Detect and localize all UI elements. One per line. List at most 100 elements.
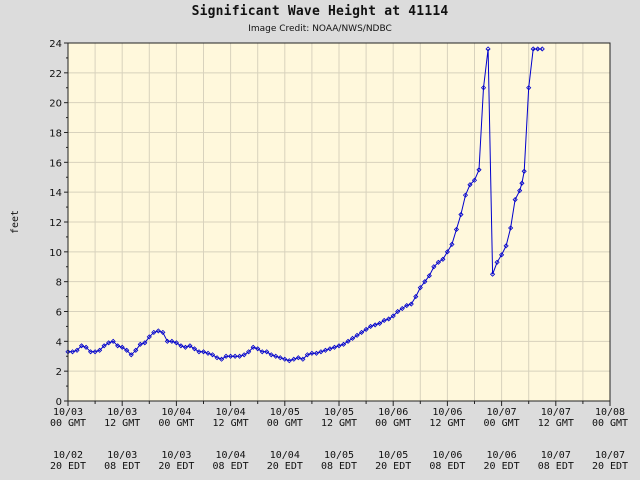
data-point <box>417 285 423 291</box>
data-point <box>413 294 419 300</box>
data-point <box>485 46 491 52</box>
data-point <box>422 279 428 285</box>
data-point <box>119 344 125 350</box>
data-point <box>106 340 112 346</box>
data-point <box>471 177 478 183</box>
data-point <box>182 344 188 350</box>
data-point <box>372 322 378 328</box>
x-tick-gmt-date: 10/05 <box>270 407 300 418</box>
y-tick-label: 6 <box>56 308 62 319</box>
data-point <box>83 344 89 350</box>
data-point <box>74 347 80 353</box>
x-tick-edt-date: 10/07 <box>595 450 625 461</box>
x-tick-gmt-time: 00 GMT <box>375 418 411 429</box>
x-tick-gmt-time: 00 GMT <box>158 418 194 429</box>
data-point <box>494 259 500 265</box>
x-tick-gmt-date: 10/07 <box>541 407 571 418</box>
data-point <box>363 326 369 332</box>
data-point <box>78 343 85 349</box>
y-tick-label: 16 <box>49 158 62 169</box>
data-point <box>155 328 161 334</box>
x-tick-edt-date: 10/04 <box>216 450 246 461</box>
data-point <box>133 347 139 353</box>
data-point <box>146 334 152 340</box>
data-point <box>209 352 216 358</box>
x-tick-edt-date: 10/03 <box>161 450 191 461</box>
data-point <box>110 338 116 344</box>
x-tick-edt-time: 08 EDT <box>321 461 357 472</box>
data-point <box>526 85 532 91</box>
data-point <box>88 349 94 355</box>
data-point <box>462 192 469 198</box>
data-point <box>223 353 229 359</box>
data-point <box>345 338 351 344</box>
data-point <box>115 343 121 349</box>
data-point <box>268 352 274 358</box>
x-tick-edt-time: 20 EDT <box>267 461 303 472</box>
x-tick-gmt-date: 10/08 <box>595 407 625 418</box>
x-tick-gmt-time: 12 GMT <box>213 418 249 429</box>
y-tick-label: 10 <box>49 248 62 259</box>
x-tick-edt-time: 20 EDT <box>158 461 194 472</box>
series-line <box>68 48 543 362</box>
x-tick-gmt-date: 10/04 <box>161 407 191 418</box>
data-point <box>359 329 365 335</box>
x-tick-gmt-time: 00 GMT <box>267 418 303 429</box>
x-tick-edt-time: 08 EDT <box>538 461 574 472</box>
data-point <box>164 338 170 344</box>
data-point <box>512 197 518 203</box>
data-point <box>273 353 279 359</box>
data-point <box>187 343 193 349</box>
data-point <box>535 46 541 52</box>
data-point <box>395 308 401 315</box>
data-point <box>137 341 143 347</box>
x-tick-gmt-time: 12 GMT <box>321 418 357 429</box>
data-point <box>354 332 360 338</box>
data-point <box>178 343 184 349</box>
data-point <box>97 347 103 353</box>
data-point <box>124 347 130 353</box>
x-tick-edt-date: 10/07 <box>541 450 571 461</box>
data-point <box>517 188 523 194</box>
series-significant-wave-height <box>65 46 545 364</box>
data-point <box>101 343 107 349</box>
data-point <box>69 349 76 355</box>
x-tick-edt-date: 10/06 <box>432 450 462 461</box>
x-tick-edt-time: 08 EDT <box>213 461 249 472</box>
data-point <box>521 168 527 174</box>
data-point <box>304 352 310 358</box>
data-point <box>151 329 157 335</box>
data-point <box>318 349 324 355</box>
data-point <box>386 316 392 322</box>
data-point <box>160 329 166 335</box>
data-point <box>169 338 175 344</box>
x-tick-gmt-time: 00 GMT <box>50 418 86 429</box>
x-tick-gmt-date: 10/04 <box>216 407 246 418</box>
data-point <box>390 313 396 319</box>
data-point <box>313 350 319 356</box>
x-tick-edt-time: 20 EDT <box>375 461 411 472</box>
x-tick-edt-time: 20 EDT <box>50 461 86 472</box>
y-tick-label: 24 <box>49 39 62 50</box>
x-tick-gmt-time: 12 GMT <box>429 418 465 429</box>
data-point <box>331 344 338 350</box>
x-tick-edt-date: 10/05 <box>378 450 408 461</box>
x-tick-gmt-time: 12 GMT <box>538 418 574 429</box>
data-point <box>377 320 383 326</box>
data-point <box>449 241 455 247</box>
data-point <box>503 243 509 249</box>
data-point <box>480 85 487 91</box>
x-tick-edt-time: 20 EDT <box>484 461 520 472</box>
y-tick-label: 0 <box>56 397 62 408</box>
data-point <box>191 346 198 352</box>
y-tick-label: 22 <box>49 69 62 80</box>
data-point <box>458 211 464 218</box>
x-tick-gmt-date: 10/03 <box>53 407 83 418</box>
y-tick-label: 12 <box>49 218 62 229</box>
x-tick-edt-time: 20 EDT <box>592 461 628 472</box>
data-point <box>214 355 220 361</box>
data-point <box>237 353 243 359</box>
data-point <box>219 356 225 362</box>
data-point <box>444 249 450 255</box>
